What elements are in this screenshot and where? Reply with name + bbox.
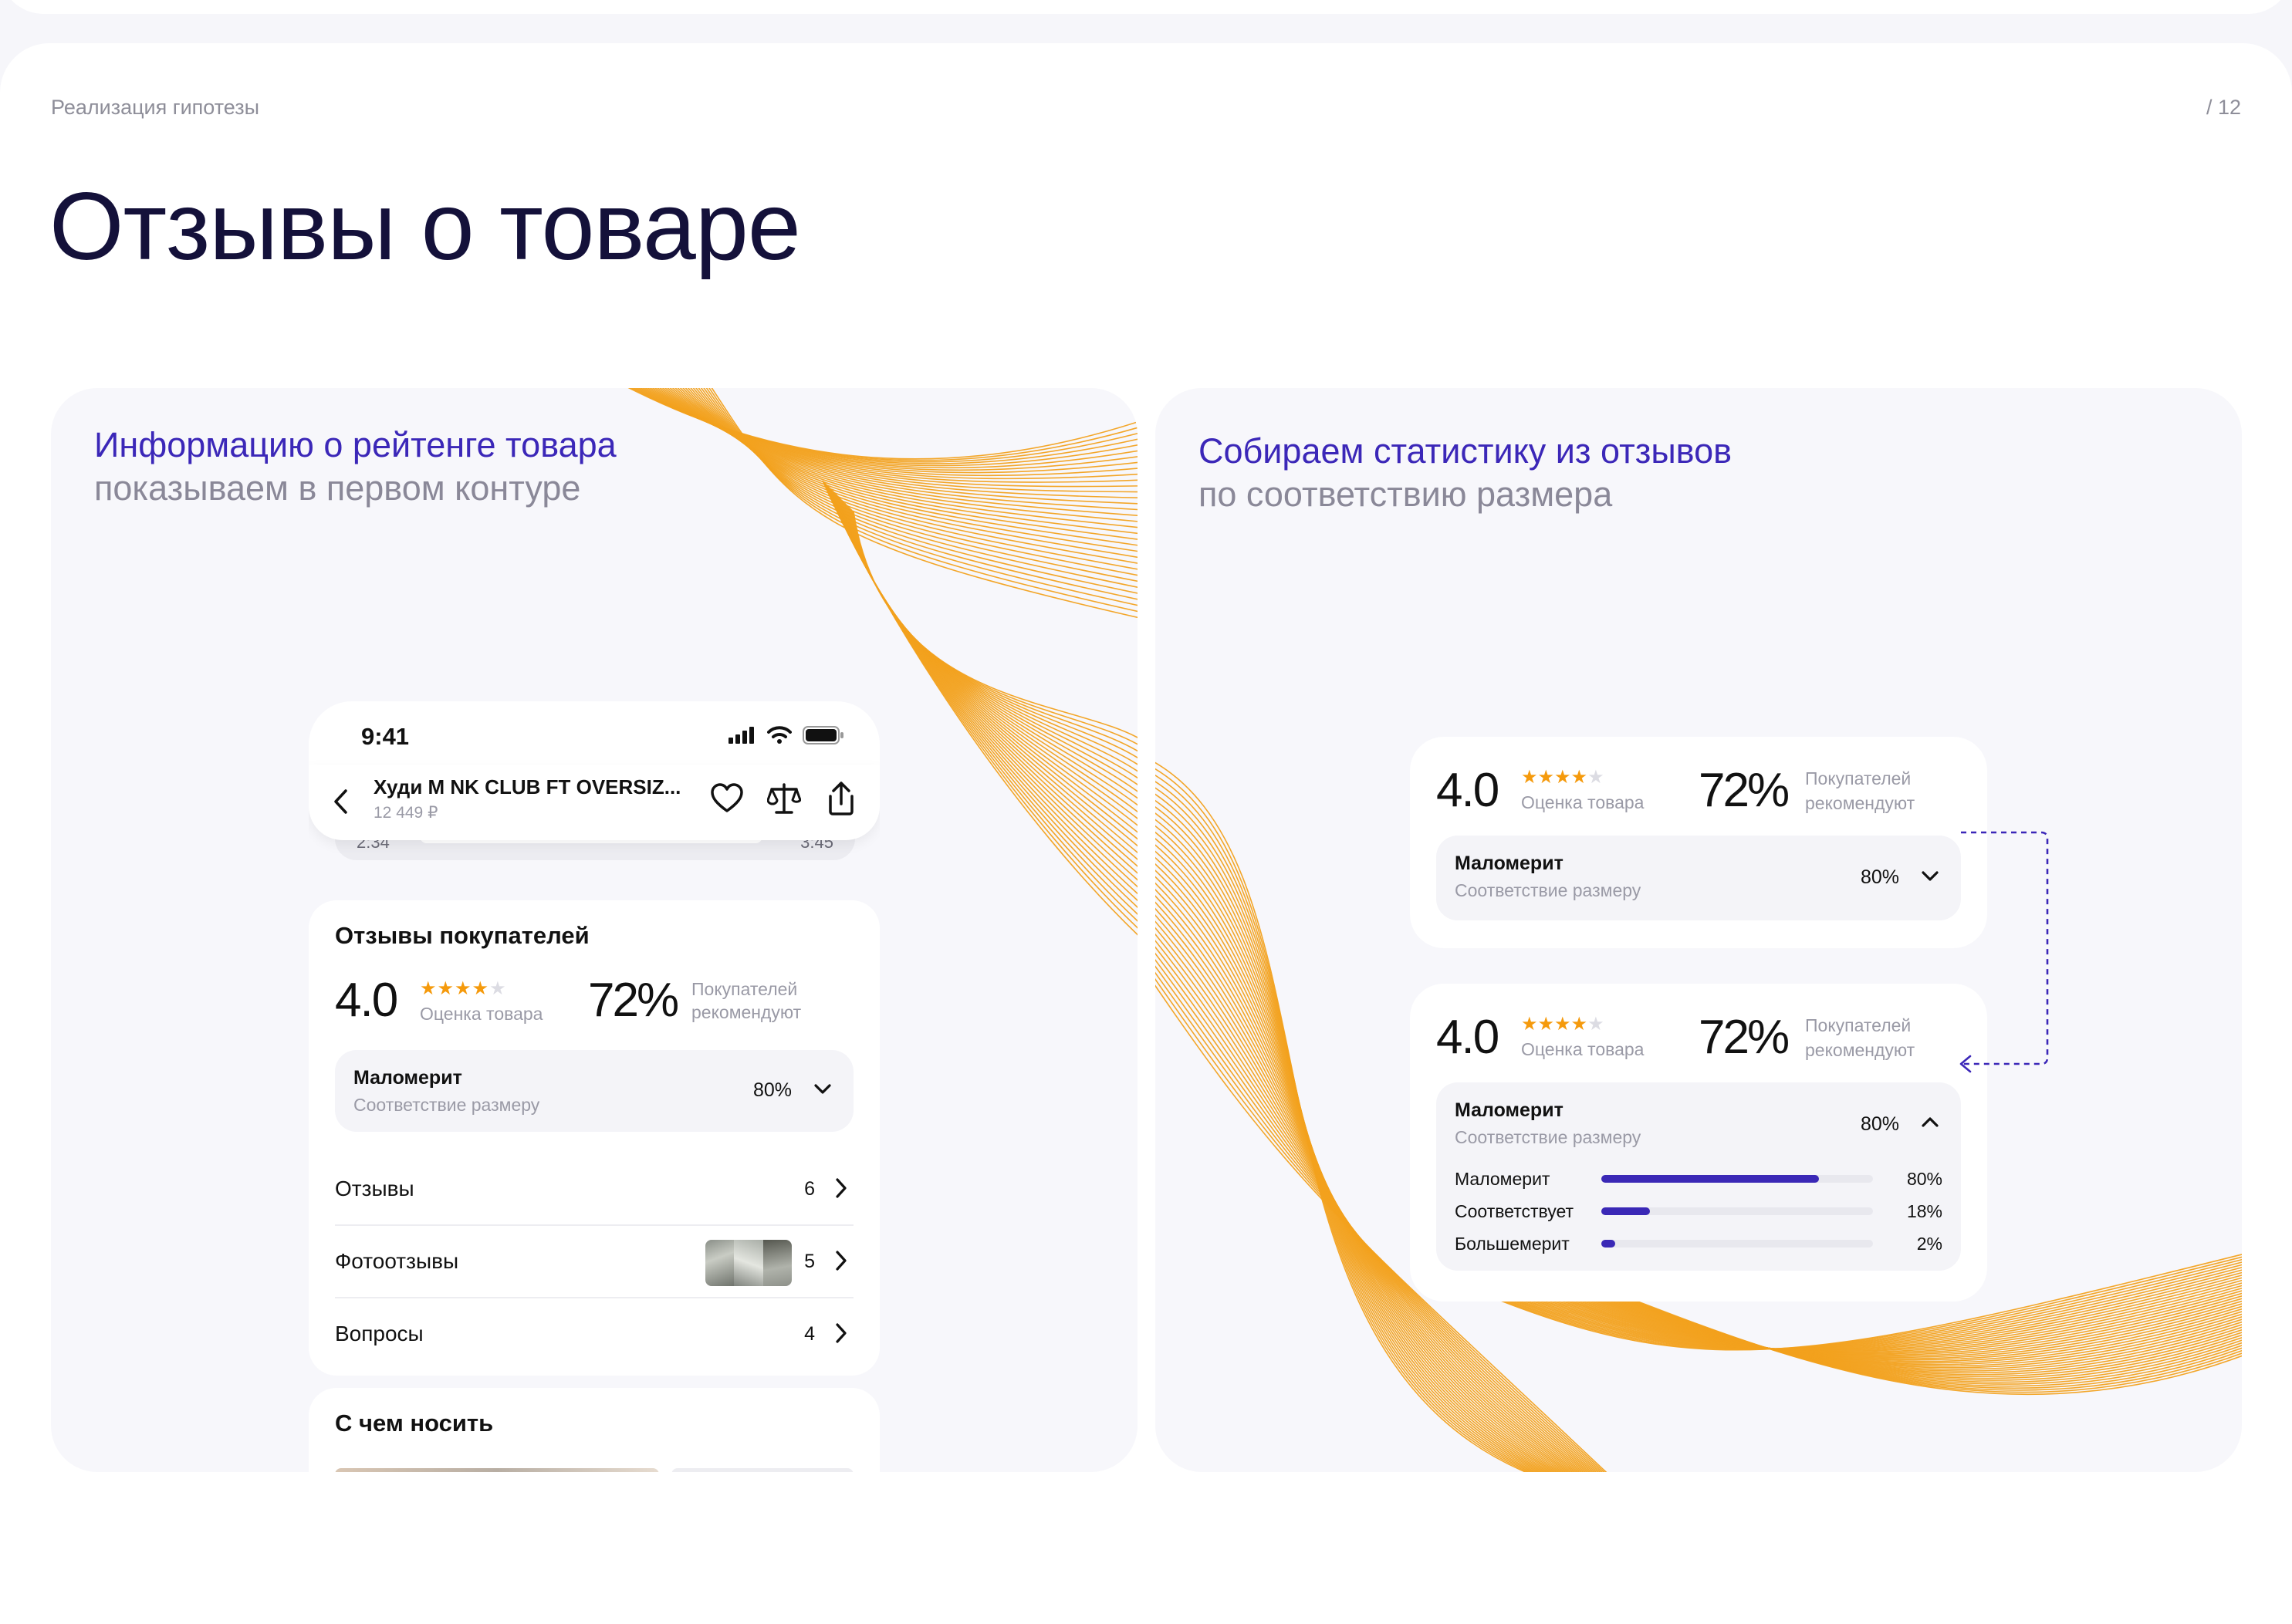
size-fit-caption: Соответствие размеру [1455, 880, 1641, 900]
size-fit-value: 80% [1860, 1113, 1899, 1135]
size-fit-bar-track [1601, 1240, 1873, 1248]
card-heading-secondary: показываем в первом контуре [94, 468, 581, 508]
size-fit-bar-fill [1601, 1207, 1651, 1215]
size-fit-bar-label: Маломерит [1455, 1169, 1550, 1189]
size-fit-bar-value: 2% [1916, 1234, 1942, 1254]
card-heading-primary: Информацию о рейтенге товара [94, 425, 617, 464]
rating-caption: Оценка товара [420, 1004, 543, 1024]
chevron-up-icon [1919, 1112, 1941, 1137]
rating-caption: Оценка товара [1521, 1039, 1645, 1059]
size-fit-label: Маломерит [1455, 853, 1563, 874]
size-fit-stats-card: Собираем статистику из отзывов по соотве… [1155, 388, 2242, 1472]
size-fit-value: 80% [1860, 866, 1899, 888]
heart-icon[interactable] [708, 780, 745, 817]
size-fit-dropdown-open[interactable]: Маломерит Соответствие размеру 80% Малом… [1436, 1082, 1961, 1271]
card-heading: Информацию о рейтенге товара показываем … [94, 424, 617, 510]
size-fit-bar-label: Соответствует [1455, 1201, 1574, 1221]
battery-icon [803, 726, 843, 744]
phone-mockup: 9:41 2:34 3:45 Худи M NK CLUB FT OVERSIZ… [309, 701, 880, 1472]
recommend-caption: Покупателей рекомендуют [1805, 1015, 1915, 1060]
card-heading-secondary: по соответствию размера [1198, 474, 1613, 514]
chevron-right-icon [833, 1249, 849, 1276]
what-to-wear-block: С чем носить [309, 1388, 880, 1472]
status-time: 9:41 [361, 723, 410, 750]
share-icon[interactable] [823, 780, 860, 817]
rating-caption: Оценка товара [1521, 792, 1645, 812]
size-fit-bar-row: Большемерит 2% [1455, 1231, 1942, 1257]
rating-value: 4.0 [1436, 1011, 1499, 1064]
recommend-value: 72% [1699, 1011, 1790, 1064]
signal-icon [729, 727, 754, 744]
size-fit-bar-track [1601, 1207, 1873, 1215]
size-fit-bar-value: 18% [1906, 1201, 1942, 1221]
size-fit-label: Маломерит [353, 1067, 462, 1089]
customer-reviews-block: Отзывы покупателей 4.0 ★★★★★ Оценка това… [309, 900, 880, 1376]
size-fit-dropdown[interactable]: Маломерит Соответствие размеру 80% [335, 1050, 854, 1132]
rating-widget-expanded: 4.0 ★★★★★ Оценка товара 72% Покупателей р… [1410, 984, 1987, 1302]
recommend-value: 72% [588, 974, 679, 1027]
size-fit-dropdown[interactable]: Маломерит Соответствие размеру 80% [1436, 836, 1961, 920]
page-number: / 12 [2206, 96, 2241, 119]
chevron-down-icon [1919, 865, 1941, 890]
status-bar: 9:41 [309, 701, 880, 765]
rating-value: 4.0 [1436, 764, 1499, 817]
size-fit-caption: Соответствие размеру [353, 1095, 540, 1115]
product-title: Худи M NK CLUB FT OVERSIZ... [374, 775, 681, 798]
recommend-value: 72% [1699, 764, 1790, 817]
size-fit-bar-track [1601, 1175, 1873, 1183]
product-nav-bar: Худи M NK CLUB FT OVERSIZ... 12 449 ₽ [309, 765, 880, 840]
chevron-down-icon [812, 1078, 833, 1103]
card-heading: Собираем статистику из отзывов по соотве… [1198, 430, 1732, 516]
compare-scales-icon[interactable] [766, 780, 803, 817]
list-item-questions[interactable]: Вопросы 4 [335, 1298, 854, 1371]
card-heading-primary: Собираем статистику из отзывов [1198, 431, 1733, 471]
size-fit-bar-label: Большемерит [1455, 1234, 1570, 1254]
rating-stars: ★★★★★ [1521, 767, 1604, 788]
list-item-photo-reviews[interactable]: Фотоотзывы 5 [335, 1226, 854, 1298]
chevron-right-icon [833, 1177, 849, 1204]
size-fit-bar-row: Маломерит 80% [1455, 1166, 1942, 1192]
recommend-caption: Покупателей рекомендуют [691, 979, 802, 1022]
section-label: Реализация гипотезы [51, 96, 259, 119]
size-fit-bar-fill [1601, 1175, 1819, 1183]
rating-first-contour-card: Информацию о рейтенге товара показываем … [51, 388, 1138, 1472]
chevron-right-icon [833, 1322, 849, 1349]
outfit-image-peek[interactable] [671, 1468, 854, 1472]
outfit-image-peek[interactable] [335, 1468, 659, 1472]
rating-stars: ★★★★★ [1521, 1014, 1604, 1035]
reviews-title: Отзывы покупателей [335, 922, 590, 949]
rating-widget-collapsed: 4.0 ★★★★★ Оценка товара 72% Покупателей р… [1410, 737, 1987, 948]
size-fit-label: Маломерит [1455, 1099, 1563, 1121]
slide: Реализация гипотезы / 12 Отзывы о товаре… [0, 43, 2292, 1624]
what-to-wear-title: С чем носить [335, 1410, 494, 1437]
list-item-reviews[interactable]: Отзывы 6 [335, 1153, 854, 1226]
back-arrow-icon[interactable] [332, 788, 349, 819]
page-title: Отзывы о товаре [49, 174, 801, 280]
photo-thumbnails [705, 1240, 792, 1286]
size-fit-bar-row: Соответствует 18% [1455, 1198, 1942, 1224]
recommend-caption: Покупателей рекомендуют [1805, 768, 1915, 813]
product-price: 12 449 ₽ [374, 804, 438, 822]
wifi-icon [767, 726, 792, 744]
size-fit-bar-fill [1601, 1240, 1615, 1248]
size-fit-caption: Соответствие размеру [1455, 1127, 1641, 1147]
previous-slide-edge [0, 0, 2292, 15]
size-fit-value: 80% [752, 1079, 792, 1101]
size-fit-bar-value: 80% [1906, 1169, 1942, 1189]
rating-stars: ★★★★★ [420, 978, 507, 999]
rating-value: 4.0 [335, 974, 398, 1027]
